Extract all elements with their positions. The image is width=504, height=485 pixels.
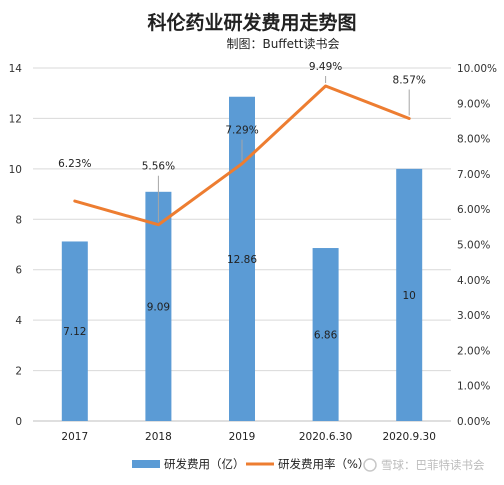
y-right-tick-label: 8.00% [457, 134, 490, 146]
y-right-tick-label: 2.00% [457, 345, 490, 357]
bar [396, 168, 423, 421]
y-right-tick-label: 3.00% [457, 310, 490, 322]
bar [312, 248, 339, 421]
bar-data-label: 9.09 [147, 301, 170, 313]
watermark-text: 雪球：巴菲特读书会 [381, 458, 485, 472]
x-tick-label: 2018 [145, 431, 172, 443]
bar [145, 191, 172, 421]
y-right-tick-label: 4.00% [457, 275, 490, 287]
y-left-tick-label: 12 [9, 113, 22, 125]
y-right-tick-label: 5.00% [457, 240, 490, 252]
line-data-label: 8.57% [393, 74, 426, 86]
x-tick-label: 2017 [61, 431, 88, 443]
chart-subtitle: 制图：Buffett读书会 [227, 37, 340, 51]
y-left-tick-label: 0 [15, 416, 22, 428]
y-left-tick-label: 6 [15, 265, 22, 277]
chart-title: 科伦药业研发费用走势图 [147, 11, 356, 34]
bar-data-label: 12.86 [227, 254, 257, 266]
y-left-tick-label: 8 [15, 214, 22, 226]
line-data-label: 5.56% [142, 161, 175, 173]
y-left-tick-label: 4 [15, 315, 22, 327]
line-series [73, 84, 411, 227]
x-tick-label: 2020.9.30 [382, 431, 435, 443]
y-left-tick-label: 14 [9, 63, 23, 75]
line-data-label: 7.29% [225, 125, 258, 137]
bar [61, 241, 88, 421]
y-left-tick-label: 10 [9, 164, 22, 176]
line-data-label: 6.23% [58, 158, 91, 170]
x-tick-label: 2019 [229, 431, 256, 443]
y-right-tick-label: 9.00% [457, 98, 490, 110]
y-right-tick-label: 7.00% [457, 169, 490, 181]
bar-data-label: 6.86 [314, 330, 338, 342]
y-right-tick-label: 1.00% [457, 381, 490, 393]
x-tick-label: 2020.6.30 [299, 431, 352, 443]
legend-swatch-bar [132, 460, 160, 468]
legend-label-line: 研发费用率（%） [278, 457, 369, 471]
snowball-logo-icon [363, 458, 377, 472]
y-left-tick-label: 2 [15, 366, 22, 378]
y-right-tick-label: 6.00% [457, 204, 490, 216]
y-right-tick-label: 0.00% [457, 416, 490, 428]
legend-label-bar: 研发费用（亿） [164, 457, 245, 471]
bar-data-label: 10 [403, 290, 416, 302]
y-right-tick-label: 10.00% [457, 63, 497, 75]
bar-data-label: 7.12 [63, 326, 86, 338]
line-data-label: 9.49% [309, 61, 342, 73]
